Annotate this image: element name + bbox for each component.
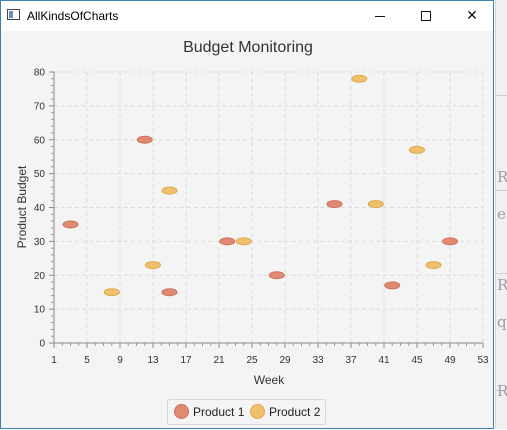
product1-point (384, 281, 401, 290)
axes (49, 71, 484, 348)
product2-point (351, 74, 368, 83)
bg-glyph: q (497, 313, 507, 331)
product2-point (409, 145, 425, 154)
x-tick-label: 29 (279, 355, 291, 366)
background-window-edge: R e R q R (495, 0, 507, 429)
close-button[interactable]: ✕ (449, 1, 495, 31)
y-tick-label: 80 (34, 68, 46, 79)
chart-legend: Product 1 Product 2 (167, 399, 326, 425)
close-icon: ✕ (466, 8, 478, 24)
app-window: AllKindsOfCharts ✕ Budget Monitoring 1 5 9… (0, 0, 494, 429)
product2-point (425, 261, 442, 270)
bg-glyph: R (497, 168, 507, 186)
product1-point (62, 220, 79, 229)
scatter-chart: 1 5 9 13 17 21 25 29 33 37 41 45 49 53 0 10 20 30 40 50 60 70… (15, 68, 489, 388)
maximize-icon (421, 11, 431, 21)
product2-point (235, 237, 252, 246)
x-tick-label: 45 (411, 355, 423, 366)
x-tick-label: 21 (213, 355, 225, 366)
x-tick-label: 1 (51, 355, 57, 366)
x-tick-label: 17 (180, 355, 192, 366)
product1-point (219, 237, 236, 246)
minimize-button[interactable] (357, 1, 403, 31)
x-tick-label: 5 (84, 355, 90, 366)
product1-point (136, 135, 153, 144)
bg-divider (496, 273, 507, 274)
product1-point (442, 237, 458, 246)
bg-glyph: R (497, 276, 507, 294)
y-tick-label: 50 (34, 169, 46, 180)
x-tick-label: 53 (477, 355, 489, 366)
window-title: AllKindsOfCharts (27, 9, 119, 23)
y-tick-label: 70 (34, 101, 46, 112)
product1-point (161, 288, 178, 297)
minimize-icon (375, 16, 385, 17)
title-bar[interactable]: AllKindsOfCharts ✕ (1, 1, 493, 31)
x-tick-label: 41 (378, 355, 390, 366)
tick-labels: 1 5 9 13 17 21 25 29 33 37 41 45 49 53 0 10 20 30 40 50 60 70… (34, 68, 489, 367)
x-tick-label: 33 (312, 355, 324, 366)
chart-title: Budget Monitoring (183, 39, 313, 56)
product2-point (145, 261, 161, 270)
maximize-button[interactable] (403, 1, 449, 31)
bg-glyph: e (497, 205, 506, 223)
legend-swatch-product2 (250, 404, 265, 419)
x-tick-label: 49 (444, 355, 456, 366)
y-axis-label: Product Budget (15, 165, 29, 248)
bg-divider (496, 95, 507, 96)
x-tick-label: 25 (246, 355, 258, 366)
y-tick-label: 30 (34, 237, 46, 248)
y-tick-label: 10 (34, 305, 46, 316)
x-tick-label: 13 (147, 355, 159, 366)
y-tick-label: 60 (34, 135, 46, 146)
product1-point (268, 271, 285, 280)
product2-point (367, 200, 384, 209)
legend-swatch-product1 (174, 404, 189, 419)
bg-divider (496, 190, 507, 191)
y-tick-label: 40 (34, 203, 46, 214)
product2-point (103, 288, 120, 297)
bg-glyph: R (497, 382, 507, 400)
y-tick-label: 0 (39, 339, 45, 350)
bg-divider (496, 390, 507, 391)
grid-lines (53, 71, 484, 344)
x-tick-label: 9 (117, 355, 123, 366)
legend-label-product2: Product 2 (269, 405, 321, 419)
legend-label-product1: Product 1 (193, 405, 245, 419)
product2-point (161, 186, 178, 195)
app-icon (7, 9, 20, 20)
x-axis-label: Week (254, 373, 285, 387)
y-tick-label: 20 (34, 271, 46, 282)
x-tick-label: 37 (345, 355, 357, 366)
data-points (62, 74, 458, 297)
product1-point (326, 200, 343, 209)
